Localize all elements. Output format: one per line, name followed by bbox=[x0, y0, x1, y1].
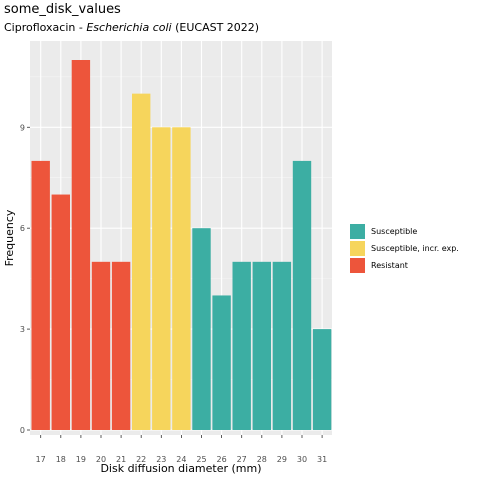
legend-item-increased-exposure: Susceptible, incr. exp. bbox=[350, 240, 459, 256]
legend-swatch-increased-exposure bbox=[350, 240, 365, 256]
subtitle-prefix: Ciprofloxacin - bbox=[4, 21, 87, 34]
x-tick-label: 27 bbox=[237, 455, 247, 464]
bar-24 bbox=[172, 127, 191, 430]
bar-23 bbox=[152, 127, 171, 430]
bar-18 bbox=[51, 194, 70, 430]
x-tick-label: 22 bbox=[136, 455, 146, 464]
bar-25 bbox=[192, 228, 211, 430]
bar-22 bbox=[132, 93, 151, 431]
x-axis: 17 18 19 20 21 22 23 24 25 26 27 28 29 30 31 bbox=[36, 435, 327, 464]
x-tick-label: 24 bbox=[176, 455, 186, 464]
x-axis-label: Disk diffusion diameter (mm) bbox=[100, 462, 261, 475]
bar-31 bbox=[312, 329, 332, 430]
legend-item-susceptible: Susceptible bbox=[350, 223, 459, 239]
legend-label-susceptible: Susceptible bbox=[371, 226, 418, 236]
bar-17 bbox=[31, 160, 50, 430]
bar-19 bbox=[71, 60, 91, 430]
legend-swatch-susceptible bbox=[350, 223, 365, 239]
x-tick-label: 21 bbox=[116, 455, 126, 464]
y-tick-label: 6 bbox=[20, 224, 25, 233]
y-tick-label: 9 bbox=[20, 123, 25, 132]
x-tick-label: 30 bbox=[297, 455, 307, 464]
subtitle-organism: Escherichia coli bbox=[86, 21, 172, 34]
y-axis-label: Frequency bbox=[3, 209, 16, 266]
x-tick-label: 31 bbox=[317, 455, 327, 464]
x-tick-label: 18 bbox=[56, 455, 66, 464]
bar-26 bbox=[212, 295, 231, 430]
x-tick-label: 19 bbox=[76, 455, 86, 464]
x-tick-label: 17 bbox=[36, 455, 46, 464]
bar-20 bbox=[91, 261, 111, 430]
y-tick-label: 3 bbox=[20, 325, 25, 334]
x-tick-label: 29 bbox=[277, 455, 287, 464]
y-tick-label: 0 bbox=[20, 426, 25, 435]
bar-28 bbox=[252, 261, 271, 430]
x-tick-label: 26 bbox=[217, 455, 227, 464]
bar-21 bbox=[111, 261, 131, 430]
y-axis: 0 3 6 9 bbox=[20, 123, 30, 435]
legend: Susceptible Susceptible, incr. exp. Resi… bbox=[350, 223, 459, 274]
bars bbox=[31, 60, 332, 431]
bar-29 bbox=[272, 261, 292, 430]
bar-27 bbox=[232, 261, 251, 430]
chart-subtitle: Ciprofloxacin - Escherichia coli (EUCAST… bbox=[4, 21, 259, 34]
legend-item-resistant: Resistant bbox=[350, 257, 459, 273]
x-tick-label: 23 bbox=[156, 455, 166, 464]
bar-30 bbox=[292, 160, 312, 430]
x-tick-label: 28 bbox=[257, 455, 267, 464]
chart-title: some_disk_values bbox=[4, 2, 121, 17]
legend-label-resistant: Resistant bbox=[371, 260, 408, 270]
x-tick-label: 20 bbox=[96, 455, 106, 464]
legend-label-increased-exposure: Susceptible, incr. exp. bbox=[371, 243, 459, 253]
subtitle-suffix: (EUCAST 2022) bbox=[171, 21, 260, 34]
legend-swatch-resistant bbox=[350, 257, 365, 273]
x-tick-label: 25 bbox=[196, 455, 206, 464]
